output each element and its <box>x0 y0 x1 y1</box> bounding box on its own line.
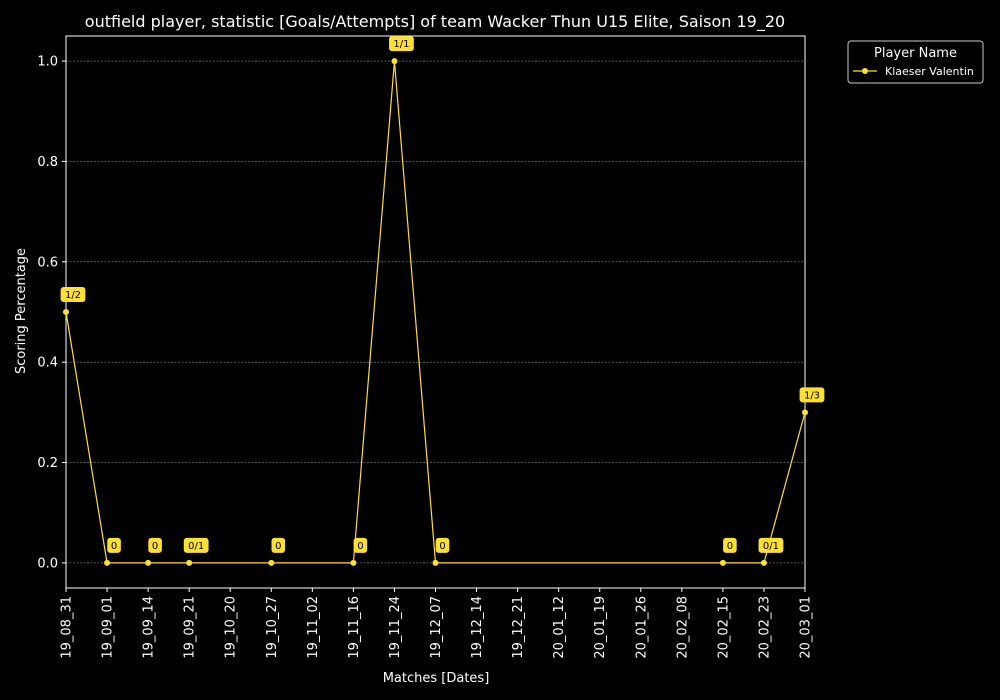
data-point[interactable] <box>145 559 152 566</box>
chart-title: outfield player, statistic [Goals/Attemp… <box>85 12 785 32</box>
data-label: 0 <box>111 541 117 552</box>
x-tick-label: 19_09_01 <box>101 596 116 659</box>
x-tick-label: 19_11_02 <box>306 596 321 659</box>
x-tick-label: 19_11_24 <box>388 596 403 659</box>
series-group: 1/2 0 0 0/1 0 0 1/1 0 0 0/1 1/3 <box>60 36 825 566</box>
y-tick-label: 0.2 <box>37 456 58 471</box>
data-point[interactable] <box>104 559 111 566</box>
data-label: 1/3 <box>804 390 820 401</box>
data-label: 0 <box>275 541 281 552</box>
y-tick-label: 0.8 <box>37 155 58 170</box>
legend-entry-label: Klaeser Valentin <box>885 65 974 78</box>
data-label: 0 <box>152 541 158 552</box>
y-axis-label: Scoring Percentage <box>14 248 29 374</box>
x-tick-label: 20_02_15 <box>716 596 731 659</box>
x-tick-label: 20_03_01 <box>799 596 814 659</box>
data-point[interactable] <box>391 58 398 65</box>
data-label-box <box>435 537 450 553</box>
legend-point-marker <box>862 68 868 74</box>
series-line <box>65 61 806 564</box>
y-tick-label: 0.4 <box>37 356 58 371</box>
data-label: 1/2 <box>65 290 81 301</box>
data-label-box <box>183 537 209 553</box>
data-label-box <box>353 537 368 553</box>
y-axis-ticks: 0.0 0.2 0.4 0.6 0.8 1.0 <box>37 55 66 571</box>
data-label-box <box>389 36 414 52</box>
data-label: 0/1 <box>763 541 779 552</box>
x-tick-label: 19_11_16 <box>347 596 362 659</box>
x-tick-label: 19_10_27 <box>265 596 280 659</box>
data-label-box <box>799 387 825 403</box>
y-tick-label: 0.6 <box>37 255 58 270</box>
data-label: 1/1 <box>393 39 409 50</box>
x-tick-label: 20_01_19 <box>593 596 608 659</box>
data-point[interactable] <box>350 559 357 566</box>
data-label: 0 <box>727 541 733 552</box>
x-tick-label: 20_02_08 <box>675 596 690 659</box>
data-point[interactable] <box>802 409 808 416</box>
data-label: 0 <box>357 541 363 552</box>
data-label-box <box>148 537 162 553</box>
x-tick-label: 20_01_26 <box>634 596 649 659</box>
x-tick-label: 19_09_14 <box>142 596 157 659</box>
legend-title: Player Name <box>874 46 957 61</box>
data-point[interactable] <box>432 559 439 566</box>
y-tick-label: 0.0 <box>37 556 58 571</box>
x-tick-label: 19_09_21 <box>183 596 198 659</box>
legend[interactable]: Player Name Klaeser Valentin <box>847 40 984 84</box>
x-tick-label: 20_01_12 <box>552 596 567 659</box>
x-tick-label: 19_12_21 <box>511 596 526 659</box>
data-label: 0/1 <box>188 541 204 552</box>
legend-box <box>847 40 984 84</box>
x-tick-label: 19_12_07 <box>429 596 444 659</box>
data-point[interactable] <box>268 559 275 566</box>
x-axis-label: Matches [Dates] <box>383 671 490 686</box>
x-tick-label: 19_08_31 <box>60 596 75 659</box>
axes <box>65 35 806 589</box>
data-label-box <box>758 537 784 553</box>
grid-lines <box>66 60 805 564</box>
data-point[interactable] <box>719 559 726 566</box>
x-axis-ticks: 19_08_31 19_09_01 19_09_14 19_09_21 19_10_20… <box>60 588 814 659</box>
x-tick-label: 19_10_20 <box>224 596 239 659</box>
data-label: 0 <box>439 541 445 552</box>
x-tick-label: 19_12_14 <box>470 596 485 659</box>
plot-frame <box>65 35 806 589</box>
data-label-box <box>60 287 86 302</box>
data-point[interactable] <box>760 559 767 566</box>
data-point[interactable] <box>186 559 193 566</box>
data-label-box <box>723 537 737 553</box>
data-label-box <box>271 537 286 553</box>
y-tick-label: 1.0 <box>37 55 58 70</box>
data-label-box <box>107 537 121 553</box>
x-tick-label: 20_02_23 <box>757 596 772 659</box>
data-point[interactable] <box>63 309 69 315</box>
